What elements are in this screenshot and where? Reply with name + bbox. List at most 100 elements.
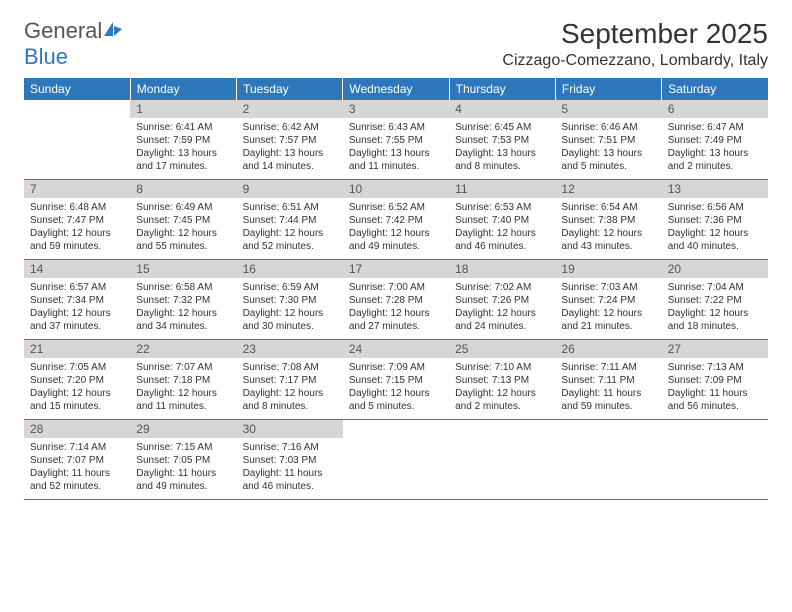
sunrise-line: Sunrise: 7:00 AM <box>349 281 443 294</box>
sunset-line: Sunset: 7:24 PM <box>561 294 655 307</box>
brand-name: General Blue <box>24 18 124 70</box>
sunrise-line: Sunrise: 6:58 AM <box>136 281 230 294</box>
day-data-empty <box>662 438 768 490</box>
daylight-line: Daylight: 13 hours and 2 minutes. <box>668 147 762 173</box>
daylight-line: Daylight: 13 hours and 14 minutes. <box>243 147 337 173</box>
sunrise-line: Sunrise: 7:13 AM <box>668 361 762 374</box>
day-data: Sunrise: 7:15 AMSunset: 7:05 PMDaylight:… <box>130 438 236 499</box>
daylight-line: Daylight: 12 hours and 49 minutes. <box>349 227 443 253</box>
daylight-line: Daylight: 11 hours and 59 minutes. <box>561 387 655 413</box>
daylight-line: Daylight: 12 hours and 5 minutes. <box>349 387 443 413</box>
day-number: 21 <box>24 340 130 358</box>
calendar-day-cell: 13Sunrise: 6:56 AMSunset: 7:36 PMDayligh… <box>662 180 768 260</box>
sunset-line: Sunset: 7:32 PM <box>136 294 230 307</box>
day-data: Sunrise: 6:41 AMSunset: 7:59 PMDaylight:… <box>130 118 236 179</box>
sunrise-line: Sunrise: 7:08 AM <box>243 361 337 374</box>
calendar-day-cell: 18Sunrise: 7:02 AMSunset: 7:26 PMDayligh… <box>449 260 555 340</box>
weekday-header: Saturday <box>662 78 768 100</box>
sunset-line: Sunset: 7:53 PM <box>455 134 549 147</box>
sunset-line: Sunset: 7:28 PM <box>349 294 443 307</box>
calendar-day-cell: 5Sunrise: 6:46 AMSunset: 7:51 PMDaylight… <box>555 100 661 180</box>
calendar-day-cell: 27Sunrise: 7:13 AMSunset: 7:09 PMDayligh… <box>662 340 768 420</box>
day-data: Sunrise: 6:52 AMSunset: 7:42 PMDaylight:… <box>343 198 449 259</box>
sunset-line: Sunset: 7:57 PM <box>243 134 337 147</box>
calendar-day-cell: 8Sunrise: 6:49 AMSunset: 7:45 PMDaylight… <box>130 180 236 260</box>
day-number: 7 <box>24 180 130 198</box>
daylight-line: Daylight: 12 hours and 2 minutes. <box>455 387 549 413</box>
day-data-empty <box>555 438 661 490</box>
calendar-day-cell: 6Sunrise: 6:47 AMSunset: 7:49 PMDaylight… <box>662 100 768 180</box>
day-data: Sunrise: 6:59 AMSunset: 7:30 PMDaylight:… <box>237 278 343 339</box>
sunrise-line: Sunrise: 6:42 AM <box>243 121 337 134</box>
day-data: Sunrise: 6:43 AMSunset: 7:55 PMDaylight:… <box>343 118 449 179</box>
day-number: 25 <box>449 340 555 358</box>
sunset-line: Sunset: 7:47 PM <box>30 214 124 227</box>
sunrise-line: Sunrise: 6:46 AM <box>561 121 655 134</box>
sunset-line: Sunset: 7:11 PM <box>561 374 655 387</box>
calendar-day-cell: 17Sunrise: 7:00 AMSunset: 7:28 PMDayligh… <box>343 260 449 340</box>
weekday-header: Wednesday <box>343 78 449 100</box>
calendar-body: 1Sunrise: 6:41 AMSunset: 7:59 PMDaylight… <box>24 100 768 500</box>
day-data: Sunrise: 7:13 AMSunset: 7:09 PMDaylight:… <box>662 358 768 419</box>
day-data: Sunrise: 6:58 AMSunset: 7:32 PMDaylight:… <box>130 278 236 339</box>
sunset-line: Sunset: 7:05 PM <box>136 454 230 467</box>
sunset-line: Sunset: 7:40 PM <box>455 214 549 227</box>
sunrise-line: Sunrise: 6:51 AM <box>243 201 337 214</box>
day-number: 29 <box>130 420 236 438</box>
sunrise-line: Sunrise: 7:07 AM <box>136 361 230 374</box>
day-data: Sunrise: 6:49 AMSunset: 7:45 PMDaylight:… <box>130 198 236 259</box>
daylight-line: Daylight: 11 hours and 46 minutes. <box>243 467 337 493</box>
day-number: 4 <box>449 100 555 118</box>
sunrise-line: Sunrise: 7:10 AM <box>455 361 549 374</box>
calendar-day-cell: 16Sunrise: 6:59 AMSunset: 7:30 PMDayligh… <box>237 260 343 340</box>
day-data: Sunrise: 6:45 AMSunset: 7:53 PMDaylight:… <box>449 118 555 179</box>
calendar-day-cell: 4Sunrise: 6:45 AMSunset: 7:53 PMDaylight… <box>449 100 555 180</box>
sunrise-line: Sunrise: 7:03 AM <box>561 281 655 294</box>
daylight-line: Daylight: 13 hours and 17 minutes. <box>136 147 230 173</box>
daylight-line: Daylight: 12 hours and 34 minutes. <box>136 307 230 333</box>
sunrise-line: Sunrise: 7:02 AM <box>455 281 549 294</box>
calendar-day-cell: 11Sunrise: 6:53 AMSunset: 7:40 PMDayligh… <box>449 180 555 260</box>
calendar-day-cell: 7 Sunrise: 6:48 AMSunset: 7:47 PMDaylight… <box>24 180 130 260</box>
day-number: 28 <box>24 420 130 438</box>
day-data: Sunrise: 6:51 AMSunset: 7:44 PMDaylight:… <box>237 198 343 259</box>
calendar-day-cell: 3Sunrise: 6:43 AMSunset: 7:55 PMDaylight… <box>343 100 449 180</box>
day-data: Sunrise: 6:53 AMSunset: 7:40 PMDaylight:… <box>449 198 555 259</box>
sunset-line: Sunset: 7:49 PM <box>668 134 762 147</box>
calendar-day-cell: 9Sunrise: 6:51 AMSunset: 7:44 PMDaylight… <box>237 180 343 260</box>
day-data: Sunrise: 7:10 AMSunset: 7:13 PMDaylight:… <box>449 358 555 419</box>
sunrise-line: Sunrise: 7:04 AM <box>668 281 762 294</box>
day-data: Sunrise: 6:46 AMSunset: 7:51 PMDaylight:… <box>555 118 661 179</box>
calendar-day-cell <box>449 420 555 500</box>
daylight-line: Daylight: 12 hours and 15 minutes. <box>30 387 124 413</box>
weekday-header: Thursday <box>449 78 555 100</box>
day-data: Sunrise: 7:16 AMSunset: 7:03 PMDaylight:… <box>237 438 343 499</box>
calendar-day-cell: 23Sunrise: 7:08 AMSunset: 7:17 PMDayligh… <box>237 340 343 420</box>
sunset-line: Sunset: 7:30 PM <box>243 294 337 307</box>
daylight-line: Daylight: 11 hours and 52 minutes. <box>30 467 124 493</box>
calendar-table: SundayMondayTuesdayWednesdayThursdayFrid… <box>24 78 768 500</box>
calendar-day-cell <box>662 420 768 500</box>
day-number: 22 <box>130 340 236 358</box>
day-data: Sunrise: 7:09 AMSunset: 7:15 PMDaylight:… <box>343 358 449 419</box>
day-number-empty <box>662 420 768 438</box>
sunrise-line: Sunrise: 6:54 AM <box>561 201 655 214</box>
day-number: 15 <box>130 260 236 278</box>
day-data: Sunrise: 6:57 AMSunset: 7:34 PMDaylight:… <box>24 278 130 339</box>
calendar-day-cell: 10Sunrise: 6:52 AMSunset: 7:42 PMDayligh… <box>343 180 449 260</box>
calendar-header-row: SundayMondayTuesdayWednesdayThursdayFrid… <box>24 78 768 100</box>
sunrise-line: Sunrise: 6:48 AM <box>30 201 124 214</box>
sunset-line: Sunset: 7:15 PM <box>349 374 443 387</box>
daylight-line: Daylight: 12 hours and 55 minutes. <box>136 227 230 253</box>
sunrise-line: Sunrise: 6:45 AM <box>455 121 549 134</box>
sunrise-line: Sunrise: 6:53 AM <box>455 201 549 214</box>
day-number: 26 <box>555 340 661 358</box>
daylight-line: Daylight: 12 hours and 37 minutes. <box>30 307 124 333</box>
daylight-line: Daylight: 12 hours and 18 minutes. <box>668 307 762 333</box>
day-number: 16 <box>237 260 343 278</box>
day-data: Sunrise: 7:08 AMSunset: 7:17 PMDaylight:… <box>237 358 343 419</box>
day-number-empty <box>449 420 555 438</box>
daylight-line: Daylight: 12 hours and 59 minutes. <box>30 227 124 253</box>
daylight-line: Daylight: 13 hours and 11 minutes. <box>349 147 443 173</box>
weekday-header: Sunday <box>24 78 130 100</box>
